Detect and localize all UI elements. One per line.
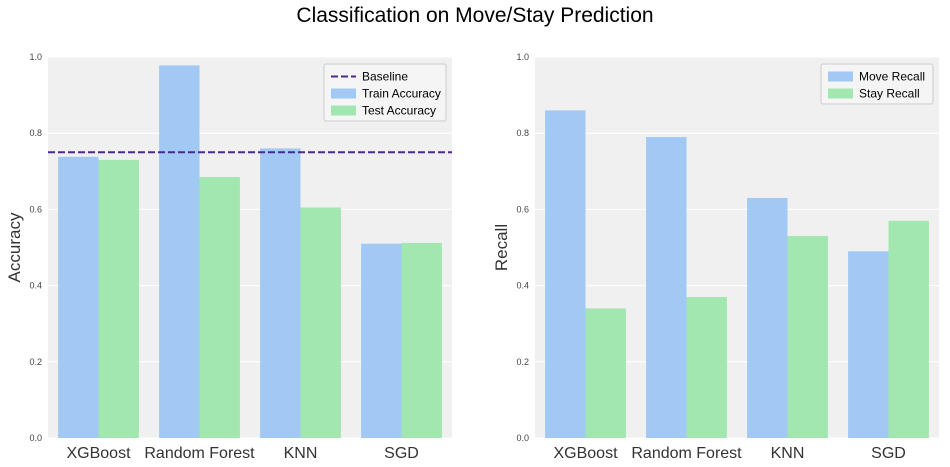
- bar-stay-recall: [585, 308, 626, 438]
- x-tick-label: SGD: [384, 445, 419, 462]
- y-tick-label: 0.0: [516, 433, 529, 443]
- bar-move-recall: [545, 110, 586, 438]
- x-tick-label: KNN: [284, 445, 318, 462]
- x-tick-label: KNN: [771, 445, 805, 462]
- figure-title: Classification on Move/Stay Prediction: [296, 4, 654, 27]
- legend: Baseline Train Accuracy Test Accuracy: [323, 63, 447, 122]
- x-tick-label: XGBoost: [553, 445, 618, 462]
- bar-stay-recall: [686, 297, 727, 438]
- bar-move-recall: [848, 251, 889, 438]
- y-tick-label: 1.0: [516, 52, 529, 62]
- y-tick-label: 0.4: [516, 281, 529, 291]
- legend-swatch: [828, 88, 853, 99]
- y-tick-label: 0.4: [29, 281, 42, 291]
- x-tick-label: XGBoost: [66, 445, 131, 462]
- y-tick-label: 1.0: [29, 52, 42, 62]
- bar-train-accuracy: [58, 156, 99, 438]
- y-tick-label: 0.6: [516, 204, 529, 214]
- y-tick-label: 0.6: [29, 204, 42, 214]
- y-axis-label: Accuracy: [5, 212, 24, 282]
- x-tick-label: SGD: [871, 445, 906, 462]
- bar-test-accuracy: [199, 177, 240, 438]
- y-tick-label: 0.2: [516, 357, 529, 367]
- legend-swatch: [828, 71, 853, 82]
- legend-entry-label: Stay Recall: [859, 87, 920, 101]
- bar-stay-recall: [888, 220, 929, 438]
- y-tick-label: 0.0: [29, 433, 42, 443]
- legend-entry-label: Train Accuracy: [362, 87, 441, 101]
- x-tick-label: Random Forest: [144, 445, 255, 462]
- bar-move-recall: [646, 137, 687, 438]
- y-axis-label: Recall: [492, 224, 511, 271]
- bar-stay-recall: [787, 236, 828, 438]
- y-tick-label: 0.8: [29, 128, 42, 138]
- legend-entry-label: Test Accuracy: [362, 104, 436, 118]
- x-tick-label: Random Forest: [631, 445, 742, 462]
- bar-test-accuracy: [401, 242, 442, 438]
- bar-move-recall: [747, 197, 788, 438]
- legend-swatch: [331, 105, 356, 116]
- bar-test-accuracy: [300, 207, 341, 438]
- legend-entry-label: Move Recall: [859, 70, 925, 84]
- chart-panel-2: 0.0 0.2 0.4 0.6 0.8 1.0 XGBoost Random Forest KN…: [492, 52, 939, 462]
- legend: Move Recall Stay Recall: [820, 63, 934, 105]
- bar-train-accuracy: [361, 243, 402, 438]
- legend-swatch: [331, 88, 356, 99]
- bar-train-accuracy: [260, 148, 301, 438]
- chart-panel-1: 0.0 0.2 0.4 0.6 0.8 1.0 XGBoost Random Forest KN…: [5, 52, 452, 462]
- legend-entry-label: Baseline: [362, 70, 408, 84]
- bar-test-accuracy: [98, 159, 139, 438]
- bar-train-accuracy: [159, 65, 200, 438]
- y-tick-label: 0.8: [516, 128, 529, 138]
- y-tick-label: 0.2: [29, 357, 42, 367]
